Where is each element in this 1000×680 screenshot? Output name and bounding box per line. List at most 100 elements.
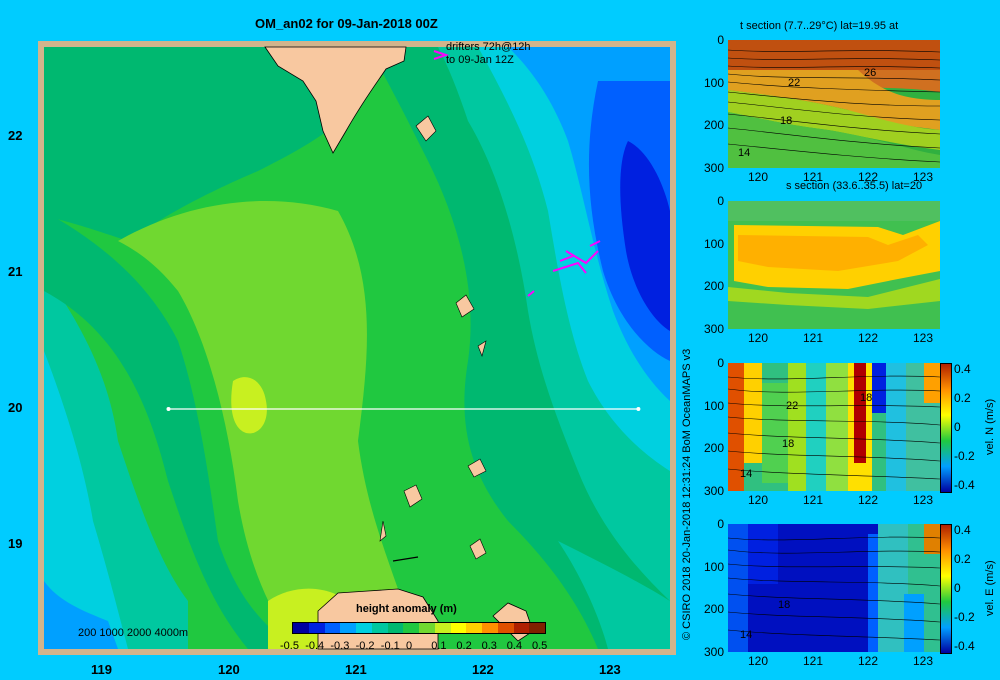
panel-depth-tick: 0 (717, 356, 724, 370)
drifter-legend-line2: to 09-Jan 12Z (446, 54, 514, 66)
colorbar-label: -0.4 (305, 640, 325, 652)
panel-title-t-section: t section (7.7..29°C) lat=19.95 at (740, 20, 899, 32)
vel-colorbar-label: -0.2 (954, 610, 975, 624)
panel-lon-tick: 120 (748, 331, 769, 345)
colorbar-label: 0.3 (481, 640, 497, 652)
vel-north-colorbar (940, 363, 952, 493)
west-dark-band (44, 211, 298, 649)
north-dark-green (44, 47, 370, 241)
colorbar-swatch (293, 623, 309, 633)
contour-label: 22 (786, 400, 798, 412)
section-line-end (636, 407, 641, 411)
panel-depth-tick: 300 (703, 645, 724, 659)
contour-label: 18 (782, 438, 794, 450)
vel-colorbar-label: -0.2 (954, 449, 975, 463)
panel-depth-tick: 200 (703, 118, 724, 133)
lon-tick: 123 (599, 662, 621, 677)
panel-depth-tick: 300 (703, 161, 724, 175)
panel-depth-tick: 100 (703, 398, 724, 413)
contour-label: 26 (864, 67, 876, 79)
colorbar-swatch (434, 623, 451, 633)
colorbar-swatch (403, 623, 419, 633)
lon-tick: 122 (472, 662, 494, 677)
drifter-tracks (433, 50, 601, 297)
panel-depth-tick: 200 (703, 441, 724, 456)
vel-colorbar-label: -0.4 (954, 639, 975, 653)
panel-lon-tick: 123 (913, 331, 934, 345)
height-anomaly-map (38, 41, 676, 655)
vel-colorbar-label: -0.4 (954, 478, 975, 492)
panel-depth-tick: 200 (703, 602, 724, 617)
panel-depth-tick: 100 (703, 75, 724, 90)
lon-tick: 119 (91, 662, 112, 677)
credit-text: © CSIRO 2018 20-Jan-2018 12:31:24 BoM Oc… (681, 348, 693, 640)
panel-depth-tick: 0 (717, 33, 724, 47)
section-line-start (166, 407, 171, 411)
vel-colorbar-label: 0 (954, 581, 961, 595)
velocity-north-panel: 22 18 18 14 (728, 363, 940, 491)
panel-lon-tick: 122 (858, 493, 879, 507)
west-cyan-region (44, 351, 128, 649)
colorbar-label: -0.3 (330, 640, 350, 652)
panel-lon-tick: 120 (748, 170, 769, 184)
panel-lon-tick: 121 (803, 331, 824, 345)
panel-depth-tick: 200 (703, 279, 724, 294)
panel-lon-tick: 120 (748, 654, 769, 668)
colorbar-label: 0.2 (456, 640, 472, 652)
east-dark-blue (620, 141, 670, 331)
colorbar-swatch (356, 623, 372, 633)
colorbar-swatch (513, 623, 530, 633)
panel-lon-tick: 121 (803, 170, 824, 184)
island (392, 556, 419, 562)
contour-label: 22 (788, 77, 800, 89)
vel-colorbar-label: 0.4 (954, 523, 971, 537)
colorbar-labels: -0.5 -0.4 -0.3 -0.2 -0.1 0 0.1 0.2 0.3 0.4 0.5 (280, 640, 560, 654)
colorbar-label: 0.1 (431, 640, 447, 652)
vel-east-colorbar (940, 524, 952, 654)
contour-label: 18 (860, 392, 872, 404)
map-title: OM_an02 for 09-Jan-2018 00Z (255, 16, 438, 31)
temperature-section-panel: 22 26 18 14 (728, 40, 940, 168)
velocity-east-panel: 18 14 (728, 524, 940, 652)
panel-depth-tick: 0 (717, 517, 724, 531)
panel-lon-tick: 122 (858, 331, 879, 345)
luzon-land (317, 588, 439, 650)
colorbar-swatch (466, 623, 482, 633)
island (415, 115, 437, 142)
panel-title-s-section: s section (33.6..35.5) lat=20 (786, 180, 923, 192)
panel-lon-tick: 123 (913, 170, 934, 184)
lat-tick: 19 (8, 536, 23, 551)
colorbar-label: -0.1 (380, 640, 400, 652)
panel-depth-tick: 0 (717, 194, 724, 208)
contour-label: 14 (740, 468, 752, 480)
vel-colorbar-label: 0.4 (954, 362, 971, 376)
island (477, 340, 487, 357)
colorbar-title: height anomaly (m) (356, 603, 457, 615)
southeast-teal (558, 541, 670, 649)
island (379, 520, 387, 542)
panel-lon-tick: 120 (748, 493, 769, 507)
colorbar-swatch (482, 623, 498, 633)
panel-lon-tick: 123 (913, 493, 934, 507)
colorbar-swatch (340, 623, 356, 633)
colorbar-label: 0 (406, 640, 413, 652)
colorbar-swatch (371, 623, 388, 633)
vel-east-label: vel. E (m/s) (984, 560, 996, 616)
contour-label: 14 (738, 147, 750, 159)
colorbar-swatch (450, 623, 467, 633)
panel-lon-tick: 122 (858, 654, 879, 668)
lon-tick: 120 (218, 662, 240, 677)
west-blue-region (44, 581, 118, 649)
lat-tick: 22 (8, 128, 23, 143)
drifter-legend-line1: drifters 72h@12h (446, 41, 531, 53)
colorbar-swatch (497, 623, 514, 633)
lon-tick: 121 (345, 662, 367, 677)
drifter-legend-arrow (433, 50, 450, 60)
panel-depth-tick: 300 (703, 322, 724, 336)
colorbar-label: 0.4 (506, 640, 523, 652)
lat-tick: 21 (8, 264, 23, 279)
yellow-green-spot (231, 377, 267, 434)
colorbar-label: 0.5 (532, 640, 548, 652)
vel-colorbar-label: 0.2 (954, 391, 971, 405)
panel-depth-tick: 100 (703, 559, 724, 574)
